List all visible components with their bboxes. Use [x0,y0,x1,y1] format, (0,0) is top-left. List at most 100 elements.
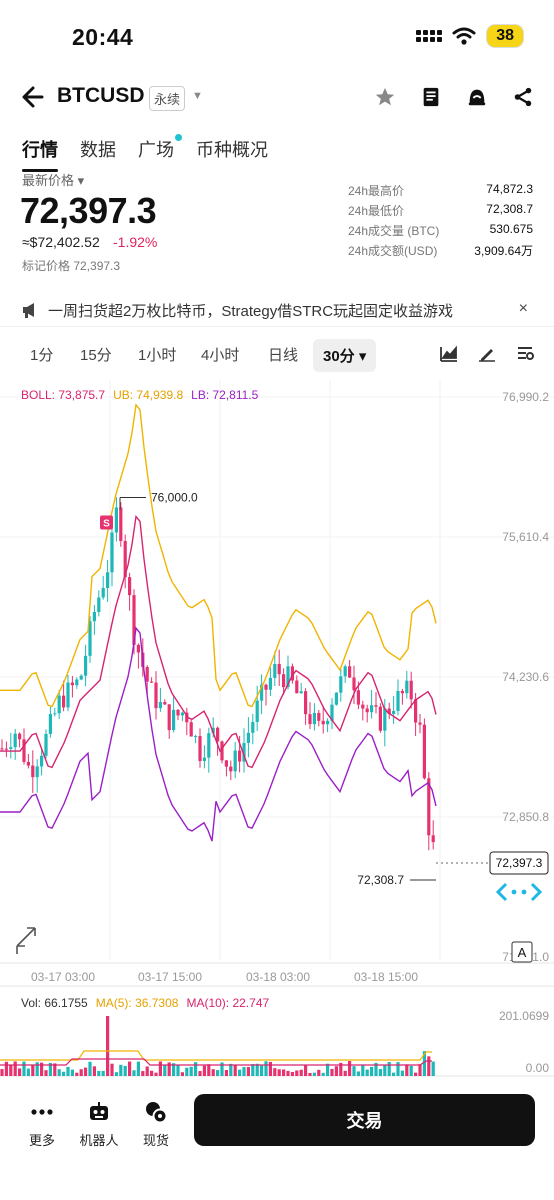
tab-market[interactable]: 行情 [22,136,58,172]
candle-body [106,572,110,589]
volume-bar [136,1061,140,1076]
candle-body [290,666,294,681]
volume-bar [264,1061,268,1076]
symbol-title[interactable]: BTCUSD [57,84,145,107]
tab-data[interactable]: 数据 [80,140,116,160]
interval-bar: 1分 15分 1小时 4小时 日线 30分 ▾ [0,338,554,372]
tab-square-label: 广场 [138,140,174,160]
close-icon[interactable]: × [518,300,528,317]
alert-icon[interactable] [466,86,488,108]
volume-bar [189,1066,193,1076]
spot-label: 现货 [142,1133,169,1148]
candle-body [321,720,325,725]
volume-bar [150,1070,154,1076]
volume-bar [396,1062,400,1076]
interval-4h[interactable]: 4小时 [201,347,240,364]
y-tick-label: 74,230.6 [502,670,549,684]
volume-bar [163,1065,167,1076]
candle-body [264,684,268,690]
robot-button[interactable]: 机器人 [74,1100,124,1149]
volume-bar [106,1016,110,1076]
volume-bar [176,1065,180,1076]
candle-body [216,727,220,742]
volume-bar [383,1065,387,1076]
interval-30m-selected[interactable]: 30分 ▾ [313,339,377,372]
candle-body [88,621,92,656]
signal-icon [416,30,443,42]
more-button[interactable]: 更多 [17,1100,67,1149]
draw-tool-icon[interactable] [478,344,496,362]
candle-body [154,682,158,709]
megaphone-icon [23,303,34,318]
interval-15m[interactable]: 15分 [80,347,112,364]
stat-row: 24h成交量 (BTC) 530.675 [348,222,533,242]
candle-body [84,655,88,676]
volume-tick-label: 0.00 [526,1061,550,1075]
volume-bar [224,1070,228,1076]
star-icon[interactable] [374,86,396,108]
volume-bar [88,1061,92,1076]
volume-bar [304,1065,308,1076]
candle-body [348,666,352,678]
spot-button[interactable]: 现货 [131,1100,181,1149]
volume-tick-label: 201.0699 [499,1009,549,1023]
candle-body [242,743,246,762]
volume-bar [365,1069,369,1076]
chart-type-icon[interactable] [440,344,458,362]
candle-body [378,706,382,731]
candle-body [128,577,132,596]
volume-bar [414,1072,418,1076]
candle-body [53,713,57,715]
volume-bar [348,1061,352,1076]
wifi-icon [452,27,476,45]
stat-row: 24h成交额(USD) 3,909.64万 [348,242,533,262]
symbol-dropdown-icon[interactable]: ▼ [192,90,203,102]
vol-ma10-label: MA(10): 22.747 [186,996,270,1010]
kline-chart-svg[interactable]: 76,990.275,610.474,230.672,850.871,471.0… [0,380,554,1080]
tab-coin-overview[interactable]: 币种概况 [196,140,268,160]
volume-bar [194,1062,198,1076]
candle-body [400,691,404,694]
volume-bar [180,1072,184,1076]
book-icon[interactable] [420,86,442,108]
candle-body [163,702,167,705]
candle-body [277,664,281,675]
candle-body [18,733,22,740]
candle-body [317,712,321,721]
interval-1h[interactable]: 1小时 [138,347,177,364]
candle-body [304,691,308,715]
back-arrow-icon[interactable] [20,82,46,112]
candle-body [40,755,44,767]
volume-bar [370,1066,374,1076]
candle-body [62,695,66,708]
volume-bar [31,1064,35,1076]
candle-body [414,699,418,723]
candle-body [356,690,360,705]
share-icon[interactable] [512,86,534,108]
candle-body [330,704,334,721]
candle-body [326,720,330,725]
trade-button[interactable]: 交易 [194,1094,535,1146]
axis-mode-button [511,941,533,963]
stat-label: 24h最高价 [348,184,405,198]
volume-bar [62,1071,66,1076]
volume-bar [326,1063,330,1076]
volume-bar [378,1069,382,1076]
x-tick-label: 03-17 15:00 [138,970,202,984]
candle-body [207,733,211,758]
volume-bar [268,1061,272,1076]
candle-body [255,700,259,723]
indicator-settings-icon[interactable] [516,344,534,362]
interval-1m[interactable]: 1分 [30,347,54,364]
candle-body [361,704,365,709]
signal-marker-label: S [103,518,110,529]
kline-chart[interactable]: 76,990.275,610.474,230.672,850.871,471.0… [0,380,554,1080]
volume-bar [48,1062,52,1076]
stat-value: 3,909.64万 [474,244,533,258]
volume-bar [290,1072,294,1076]
interval-1d[interactable]: 日线 [268,347,299,364]
more-label: 更多 [28,1133,55,1148]
news-banner[interactable]: 一周扫货超2万枚比特币，Strategy借STRC玩起固定收益游戏 × [22,298,532,322]
tab-square[interactable]: 广场 [138,134,182,162]
volume-bar [431,1061,435,1076]
